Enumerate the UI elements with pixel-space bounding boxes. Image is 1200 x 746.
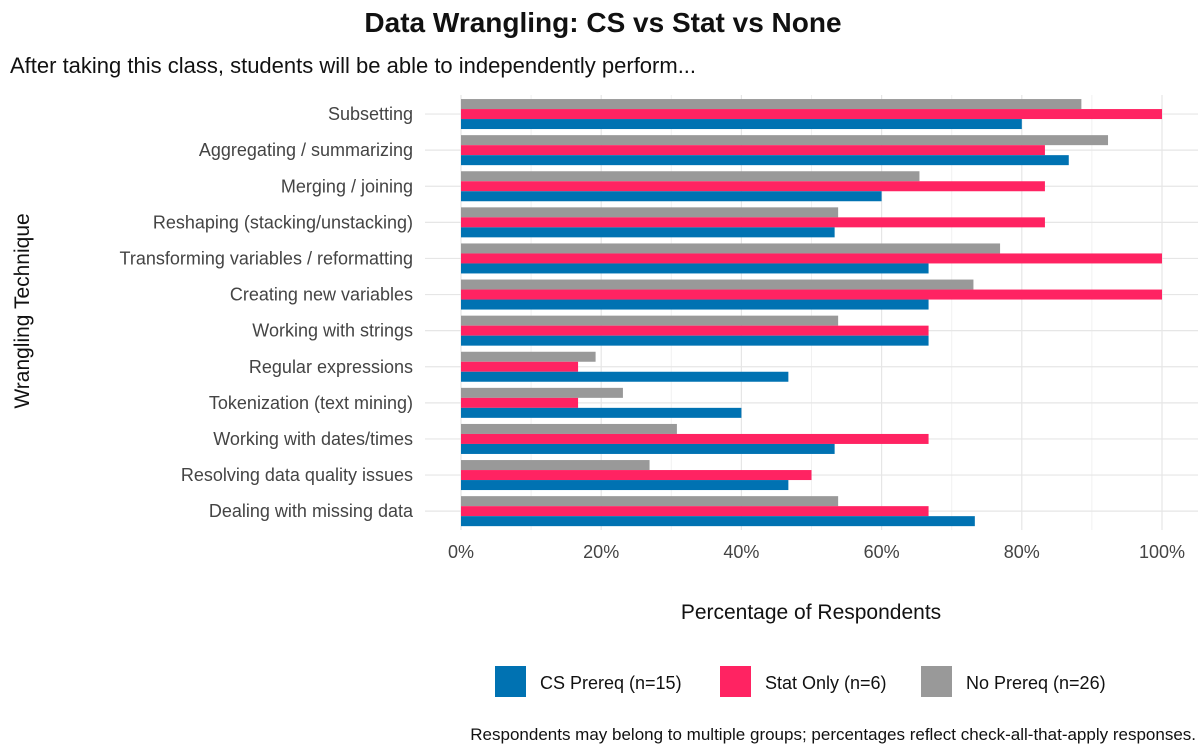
category-label: Transforming variables / reformatting bbox=[120, 248, 413, 268]
bar bbox=[461, 387, 623, 398]
chart-title: Data Wrangling: CS vs Stat vs None bbox=[364, 7, 841, 38]
bar bbox=[461, 171, 920, 182]
category-label: Tokenization (text mining) bbox=[209, 393, 413, 413]
bar bbox=[461, 506, 929, 517]
chart-subtitle: After taking this class, students will b… bbox=[10, 53, 696, 78]
bar bbox=[461, 407, 742, 418]
category-labels: Subsetting Aggregating / summarizing Mergi… bbox=[120, 104, 414, 521]
bar bbox=[461, 351, 596, 362]
x-tick-label: 0% bbox=[448, 542, 474, 562]
bar bbox=[461, 443, 835, 454]
bar bbox=[461, 460, 650, 471]
bar bbox=[461, 516, 975, 527]
x-tick-labels: 0% 20% 40% 60% 80% 100% bbox=[448, 542, 1185, 562]
category-label: Subsetting bbox=[328, 104, 413, 124]
bar bbox=[461, 253, 1162, 264]
category-label: Resolving data quality issues bbox=[181, 465, 413, 485]
bar bbox=[461, 155, 1069, 166]
bar bbox=[461, 397, 579, 408]
legend-label: Stat Only (n=6) bbox=[765, 673, 887, 693]
bar bbox=[461, 181, 1045, 192]
bars bbox=[461, 99, 1162, 527]
bar bbox=[461, 423, 677, 434]
legend: CS Prereq (n=15) Stat Only (n=6) No Prereq… bbox=[495, 666, 1106, 697]
bar bbox=[461, 109, 1162, 120]
category-label: Regular expressions bbox=[249, 357, 413, 377]
bar bbox=[461, 335, 929, 346]
legend-swatch bbox=[495, 666, 526, 697]
bar bbox=[461, 243, 1001, 254]
x-tick-label: 60% bbox=[864, 542, 900, 562]
category-label: Working with strings bbox=[252, 321, 413, 341]
bar bbox=[461, 227, 835, 238]
category-label: Merging / joining bbox=[281, 176, 413, 196]
bar bbox=[461, 191, 882, 202]
category-label: Working with dates/times bbox=[213, 429, 413, 449]
bar bbox=[461, 325, 929, 336]
x-tick-label: 80% bbox=[1004, 542, 1040, 562]
category-label: Reshaping (stacking/unstacking) bbox=[153, 212, 413, 232]
bar bbox=[461, 279, 974, 290]
bar bbox=[461, 135, 1109, 146]
bar bbox=[461, 217, 1045, 228]
legend-swatch bbox=[921, 666, 952, 697]
bar bbox=[461, 315, 839, 326]
bar bbox=[461, 361, 579, 372]
legend-label: No Prereq (n=26) bbox=[966, 673, 1106, 693]
legend-swatch bbox=[720, 666, 751, 697]
bar bbox=[461, 480, 789, 491]
bar bbox=[461, 371, 789, 382]
category-label: Aggregating / summarizing bbox=[199, 140, 413, 160]
bar bbox=[461, 99, 1082, 110]
category-label: Creating new variables bbox=[230, 285, 413, 305]
x-tick-label: 20% bbox=[583, 542, 619, 562]
bar bbox=[461, 299, 929, 310]
x-axis-title: Percentage of Respondents bbox=[681, 601, 941, 624]
bar bbox=[461, 433, 929, 444]
category-label: Dealing with missing data bbox=[209, 501, 414, 521]
x-tick-label: 100% bbox=[1139, 542, 1185, 562]
bar bbox=[461, 207, 839, 218]
y-axis-title: Wrangling Technique bbox=[11, 213, 34, 408]
bar bbox=[461, 263, 929, 274]
bar bbox=[461, 289, 1162, 300]
bar bbox=[461, 470, 812, 481]
bar bbox=[461, 496, 839, 507]
chart-caption: Respondents may belong to multiple group… bbox=[470, 725, 1196, 744]
bar bbox=[461, 145, 1045, 156]
x-tick-label: 40% bbox=[723, 542, 759, 562]
bar bbox=[461, 119, 1022, 130]
legend-label: CS Prereq (n=15) bbox=[540, 673, 682, 693]
